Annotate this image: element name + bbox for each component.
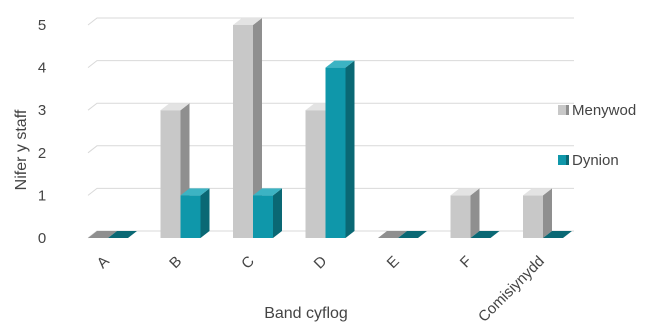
bar-menywod-e — [378, 231, 407, 238]
legend-swatch — [558, 155, 566, 165]
y-tick-label: 3 — [38, 102, 46, 119]
bar-menywod-f — [450, 188, 480, 238]
bar-menywod-c — [233, 18, 262, 238]
y-tick-label: 2 — [38, 145, 46, 162]
x-tick-label: A — [94, 253, 113, 272]
gridline — [87, 102, 574, 111]
legend-entry-dynion: Dynion — [558, 152, 619, 169]
x-tick-label: Comisiynydd — [475, 253, 548, 326]
bar-dynion-f — [470, 231, 500, 238]
legend: Menywod Dynion — [558, 102, 636, 169]
y-tick-label: 5 — [38, 17, 46, 34]
bar-dynion-a — [108, 231, 137, 238]
legend-label: Dynion — [572, 152, 619, 169]
x-tick-label: F — [457, 253, 476, 272]
y-axis-ticks: 0 1 2 3 4 5 — [38, 17, 46, 247]
bar-dynion-d — [325, 60, 355, 238]
legend-label: Menywod — [572, 102, 636, 119]
bar-menywod-a — [88, 231, 117, 238]
y-tick-label: 1 — [38, 187, 46, 204]
x-tick-label: D — [311, 253, 331, 273]
bar-dynion-b — [180, 188, 210, 238]
bar-dynion-c — [253, 188, 282, 238]
x-tick-label: C — [238, 253, 258, 273]
bar-dynion-e — [398, 231, 427, 238]
gridline — [87, 187, 574, 196]
bar-menywod-comisiynydd — [523, 188, 552, 238]
y-axis-title: Nifer y staff — [13, 109, 30, 190]
legend-entry-menywod: Menywod — [558, 102, 636, 119]
gridline — [87, 17, 574, 26]
gridline — [87, 145, 574, 154]
x-tick-label: B — [166, 253, 185, 272]
x-tick-label: E — [384, 253, 403, 272]
legend-swatch — [558, 105, 566, 115]
gridline — [87, 60, 574, 68]
bar-dynion-comisiynydd — [543, 231, 572, 238]
y-tick-label: 0 — [38, 230, 46, 247]
y-tick-label: 4 — [38, 60, 46, 77]
bars — [88, 18, 572, 238]
x-axis-title: Band cyflog — [264, 305, 348, 322]
